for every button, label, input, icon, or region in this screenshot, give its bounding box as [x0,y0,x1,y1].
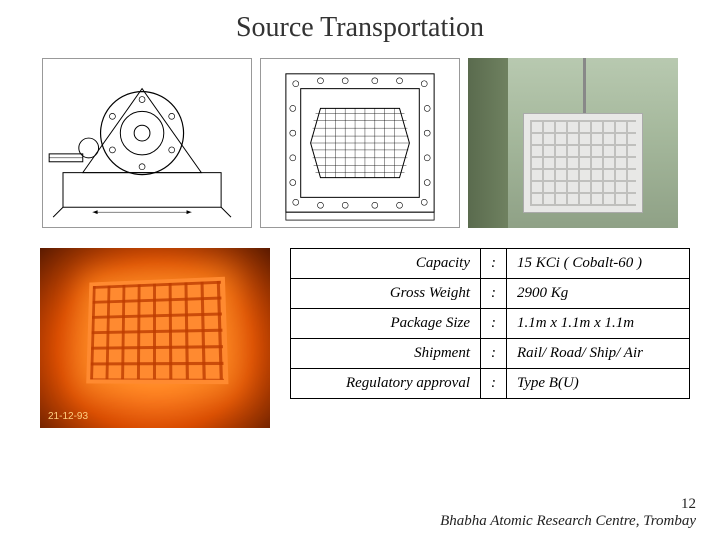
photo-hot-cell: 21-12-93 [40,248,270,428]
table-row: Regulatory approval:Type B(U) [291,369,690,399]
table-row: Capacity:15 KCi ( Cobalt-60 ) [291,249,690,279]
slide-title: Source Transportation [0,0,720,44]
spec-sep: : [481,339,507,369]
spec-sep: : [481,309,507,339]
spec-table: Capacity:15 KCi ( Cobalt-60 )Gross Weigh… [290,248,690,399]
spec-key: Regulatory approval [291,369,481,399]
footer: 12 Bhabha Atomic Research Centre, Tromba… [440,496,696,530]
footer-org: Bhabha Atomic Research Centre, Trombay [440,513,696,529]
spec-sep: : [481,369,507,399]
spec-sep: : [481,249,507,279]
page-number: 12 [681,496,696,512]
diagram-cask-front [260,58,460,228]
photo-date: 21-12-93 [48,411,88,422]
spec-key: Gross Weight [291,279,481,309]
photo-cask-lifting [468,58,678,228]
table-row: Shipment:Rail/ Road/ Ship/ Air [291,339,690,369]
spec-sep: : [481,279,507,309]
spec-value: Type B(U) [507,369,690,399]
bottom-row: 21-12-93 Capacity:15 KCi ( Cobalt-60 )Gr… [0,248,720,428]
spec-value: 15 KCi ( Cobalt-60 ) [507,249,690,279]
table-row: Gross Weight:2900 Kg [291,279,690,309]
diagram-cask-section [42,58,252,228]
spec-key: Shipment [291,339,481,369]
top-image-row [0,58,720,228]
spec-value: 1.1m x 1.1m x 1.1m [507,309,690,339]
table-row: Package Size:1.1m x 1.1m x 1.1m [291,309,690,339]
spec-key: Capacity [291,249,481,279]
spec-key: Package Size [291,309,481,339]
spec-value: 2900 Kg [507,279,690,309]
spec-value: Rail/ Road/ Ship/ Air [507,339,690,369]
